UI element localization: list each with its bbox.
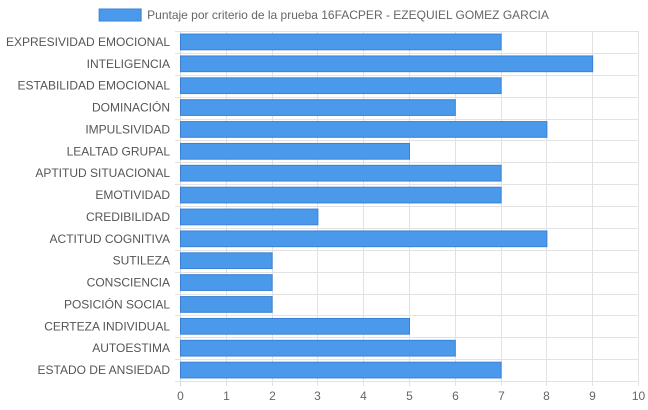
bar: [180, 252, 273, 270]
bar: [180, 55, 594, 73]
category-label: ESTABILIDAD EMOCIONAL: [18, 79, 171, 93]
bar: [180, 186, 502, 204]
x-tick-label: 3: [314, 389, 321, 403]
x-tick-label: 7: [498, 389, 505, 403]
x-tick-label: 5: [406, 389, 413, 403]
bar: [180, 296, 273, 313]
category-label: CERTEZA INDIVIDUAL: [44, 319, 170, 333]
category-label: AUTOESTIMA: [92, 341, 170, 355]
x-tick-label: 4: [360, 389, 367, 403]
category-label: CONSCIENCIA: [87, 276, 170, 290]
category-label: INTELIGENCIA: [87, 57, 170, 71]
x-tick-label: 1: [223, 389, 230, 403]
category-label: DOMINACIÓN: [92, 100, 170, 115]
category-label: SUTILEZA: [113, 254, 170, 268]
x-tick-label: 8: [543, 389, 550, 403]
category-label: CREDIBILIDAD: [86, 210, 170, 224]
bar: [180, 77, 502, 95]
bar: [180, 274, 273, 291]
bar: [180, 208, 319, 226]
bar: [180, 99, 456, 116]
bar: [180, 142, 410, 160]
bar: [180, 317, 410, 335]
bar: [180, 164, 502, 182]
bar: [180, 33, 502, 51]
legend-label: Puntaje por criterio de la prueba 16FACP…: [147, 8, 549, 22]
legend-swatch: [98, 8, 142, 22]
category-label: ESTADO DE ANSIEDAD: [38, 363, 171, 377]
bar: [180, 230, 548, 248]
x-tick-label: 0: [177, 389, 184, 403]
x-tick-label: 6: [452, 389, 459, 403]
x-tick-label: 10: [632, 389, 646, 403]
category-label: POSICIÓN SOCIAL: [64, 296, 170, 311]
bar: [180, 361, 502, 379]
category-label: APTITUD SITUACIONAL: [35, 166, 170, 180]
category-label: IMPULSIVIDAD: [85, 122, 170, 136]
category-label: ACTITUD COGNITIVA: [50, 232, 170, 246]
x-tick-label: 9: [589, 389, 596, 403]
bar: [180, 339, 456, 357]
bar: [180, 121, 548, 138]
category-label: EMOTIVIDAD: [95, 188, 170, 202]
category-label: LEALTAD GRUPAL: [67, 144, 171, 158]
category-label: EXPRESIVIDAD EMOCIONAL: [6, 35, 170, 49]
x-tick-label: 2: [269, 389, 276, 403]
